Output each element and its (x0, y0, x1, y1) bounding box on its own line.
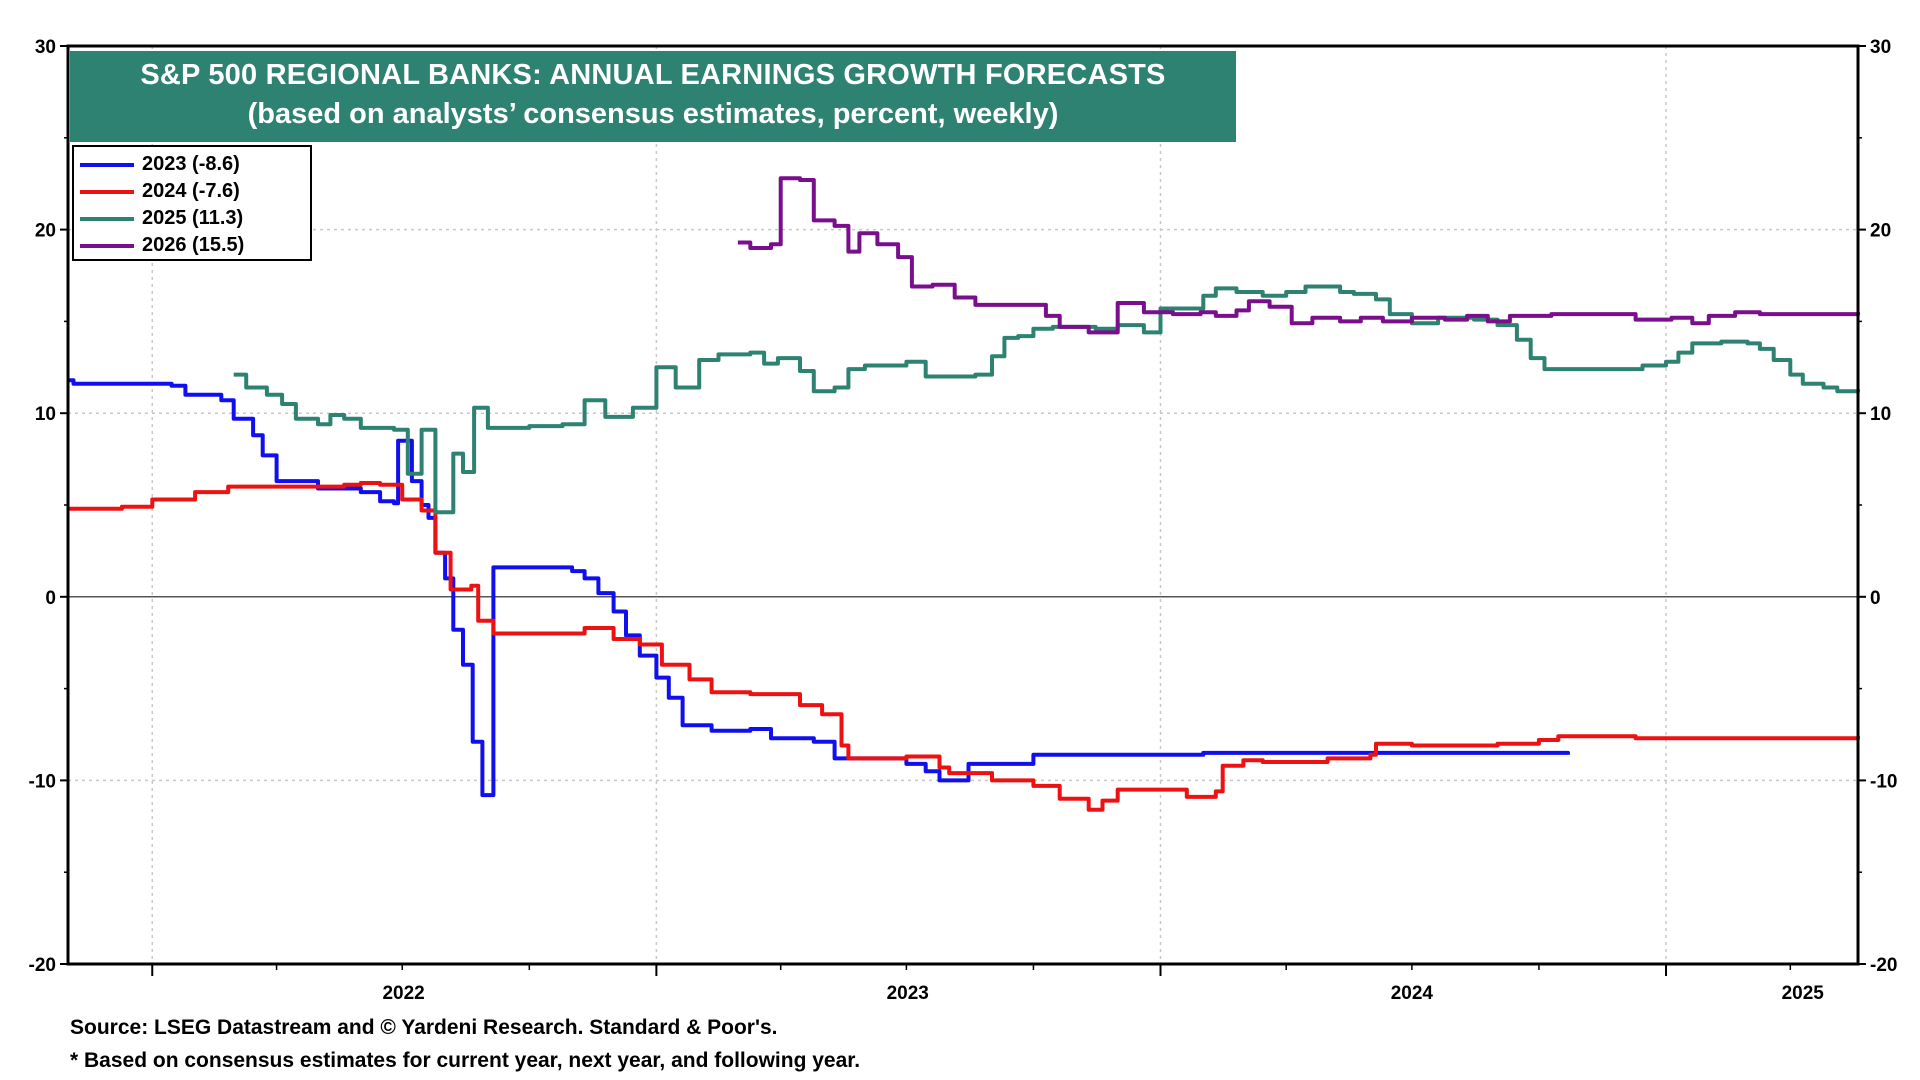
y-tick-label-right: 20 (1870, 221, 1891, 242)
y-tick-label-right: 0 (1870, 588, 1881, 609)
series-line-2 (68, 481, 1860, 812)
legend-item-2024: 2024 (-7.6) (80, 178, 304, 205)
legend-label-2023: 2023 (-8.6) (142, 153, 240, 175)
x-year-label: 2025 (1782, 983, 1825, 1004)
chart-title-box: S&P 500 REGIONAL BANKS: ANNUAL EARNINGS … (70, 51, 1236, 142)
legend-item-2025: 2025 (11.3) (80, 205, 304, 232)
series-line-1 (68, 378, 1570, 798)
series-line-3 (233, 284, 1860, 515)
y-tick-label-left: -10 (29, 771, 56, 792)
y-tick-label-left: 0 (45, 588, 56, 609)
legend-item-2026: 2026 (15.5) (80, 232, 304, 259)
y-tick-label-right: 10 (1870, 404, 1891, 425)
y-tick-label-left: 10 (35, 404, 56, 425)
legend-item-2023: 2023 (-8.6) (80, 151, 304, 178)
legend-swatch-2025 (80, 216, 134, 221)
x-year-label: 2023 (887, 983, 929, 1004)
chart-subtitle: (based on analysts’ consensus estimates,… (247, 98, 1059, 130)
y-tick-label-right: 30 (1870, 37, 1891, 58)
legend-label-2024: 2024 (-7.6) (142, 180, 240, 202)
x-year-label: 2022 (382, 983, 424, 1004)
source-note: Source: LSEG Datastream and © Yardeni Re… (70, 1016, 778, 1039)
plot-frame (66, 44, 1860, 966)
y-tick-label-left: 30 (35, 37, 56, 58)
legend-swatch-2024 (80, 189, 134, 194)
series-line-4 (737, 176, 1860, 335)
footnote: * Based on consensus estimates for curre… (70, 1049, 861, 1072)
legend-swatch-2026 (80, 243, 134, 248)
legend-label-2026: 2026 (15.5) (142, 234, 245, 256)
y-tick-label-left: -20 (29, 955, 56, 976)
legend-label-2025: 2025 (11.3) (142, 207, 244, 229)
y-tick-label-left: 20 (35, 221, 56, 242)
y-tick-label-right: -20 (1870, 955, 1897, 976)
legend-swatch-2023 (80, 162, 134, 167)
y-tick-label-right: -10 (1870, 771, 1897, 792)
chart-title: S&P 500 REGIONAL BANKS: ANNUAL EARNINGS … (140, 59, 1166, 91)
legend: 2023 (-8.6) 2024 (-7.6) 2025 (11.3) 2026… (72, 145, 312, 261)
x-year-label: 2024 (1391, 983, 1434, 1004)
